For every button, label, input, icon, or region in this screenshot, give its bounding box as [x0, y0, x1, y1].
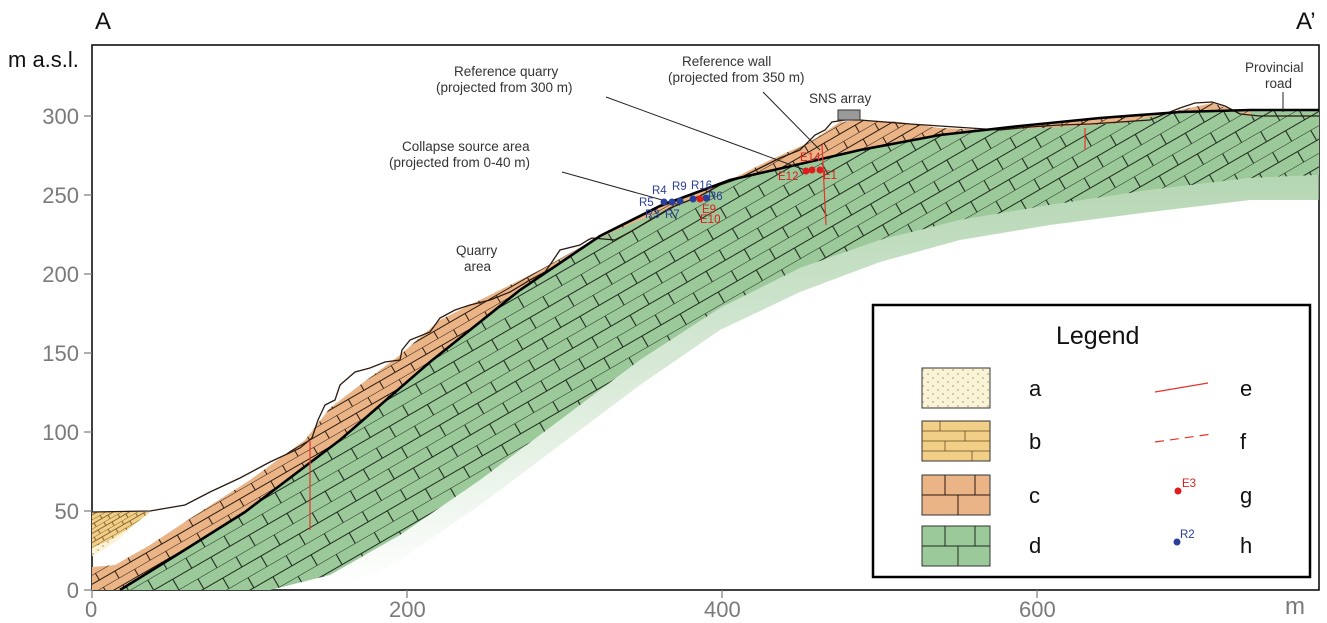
legend-swatch-c-pattern	[922, 475, 990, 515]
y-tick-label: 100	[42, 420, 79, 445]
legend-blue-point	[1173, 538, 1181, 546]
quarry-area-line2: area	[464, 259, 492, 274]
legend-swatch-a	[921, 367, 991, 409]
x-axis-unit: m	[1285, 593, 1305, 620]
point-label: E12	[778, 171, 799, 183]
reference-wall-subtitle: (projected from 350 m)	[668, 70, 805, 85]
legend-sample-label: R2	[1180, 529, 1195, 541]
leader-reference-quarry	[605, 96, 806, 171]
plot-frame	[91, 44, 1320, 591]
legend-fault-dashed	[1154, 433, 1213, 443]
section-end-label: A’	[1296, 8, 1316, 35]
x-axis	[91, 590, 1038, 598]
sns-array-label: SNS array	[809, 91, 872, 106]
point-label: E10	[700, 214, 721, 226]
point-label: R6	[708, 191, 723, 203]
y-tick-label: 0	[66, 578, 79, 603]
legend-key: d	[1029, 533, 1042, 558]
legend-key: g	[1240, 483, 1253, 508]
point-label: R16	[691, 180, 713, 192]
y-axis	[84, 115, 92, 591]
legend-key: a	[1029, 376, 1042, 401]
point-label: R7	[665, 209, 680, 221]
collapse-source-title: Collapse source area	[402, 139, 530, 154]
reference-quarry-title: Reference quarry	[454, 64, 559, 79]
x-tick-label: 600	[1019, 597, 1056, 622]
legend-key: c	[1029, 483, 1040, 508]
leader-reference-wall	[762, 91, 821, 151]
red-points	[696, 166, 824, 203]
legend-fault-solid	[1154, 382, 1209, 393]
legend-key: e	[1240, 376, 1253, 401]
topography-line	[91, 101, 1319, 513]
point-label: E1	[823, 170, 838, 182]
y-tick-label: 250	[42, 183, 79, 208]
fault-line-2	[821, 144, 827, 226]
reference-wall-title: Reference wall	[682, 54, 772, 69]
point-label: E14	[800, 152, 821, 164]
layer-a	[92, 528, 130, 556]
quarry-area-line1: Quarry	[456, 243, 498, 258]
point-label: R9	[672, 181, 687, 193]
legend-sample-label: E3	[1182, 478, 1197, 490]
legend-key: h	[1240, 533, 1253, 558]
legend-title: Legend	[1056, 322, 1140, 350]
x-tick-label: 400	[704, 597, 741, 622]
reference-quarry-subtitle: (projected from 300 m)	[436, 80, 573, 95]
legend-red-point	[1174, 487, 1182, 495]
contact-line	[119, 108, 1319, 592]
legend-swatch-b-pattern	[922, 421, 990, 461]
y-tick-label: 50	[54, 499, 79, 524]
point-label: R3	[645, 209, 660, 221]
collapse-source-subtitle: (projected from 0-40 m)	[389, 155, 531, 170]
point-label: R4	[652, 185, 667, 197]
leader-collapse-source	[561, 171, 681, 206]
provincial-road-line2: road	[1265, 76, 1293, 91]
x-tick-label: 0	[85, 597, 98, 622]
layer-d-limestone	[120, 110, 1319, 590]
layer-b	[92, 512, 150, 548]
provincial-road-line1: Provincial	[1245, 60, 1304, 75]
point-label: E9	[702, 204, 717, 216]
legend-key: f	[1240, 429, 1247, 454]
y-tick-label: 150	[42, 341, 79, 366]
x-tick-label: 200	[389, 597, 426, 622]
point-label: R5	[639, 197, 654, 209]
section-start-label: A	[95, 8, 112, 35]
y-tick-label: 200	[42, 262, 79, 287]
legend-swatch-d-pattern	[922, 526, 990, 566]
sns-array-box	[837, 109, 861, 121]
y-axis-unit: m a.s.l.	[8, 47, 79, 72]
blue-points	[660, 194, 710, 206]
y-tick-label: 300	[42, 104, 79, 129]
legend-key: b	[1029, 429, 1042, 454]
